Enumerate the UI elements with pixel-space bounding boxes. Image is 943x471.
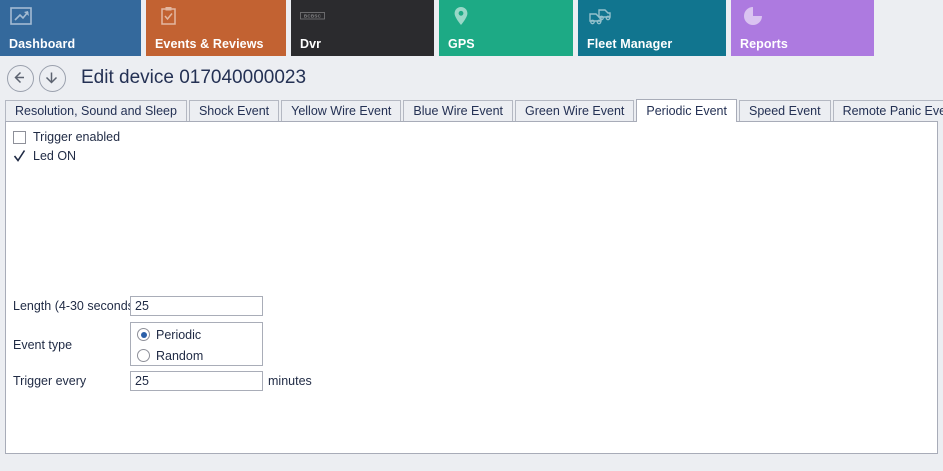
event-type-label: Event type [13,338,73,352]
nav-tile-gps[interactable]: GPS [439,0,573,56]
nav-tile-label: Dashboard [9,37,76,51]
tab-remote-panic-event[interactable]: Remote Panic Event [832,100,943,121]
dvr-logo-icon: BCBSC [300,5,326,27]
arrow-left-circle-icon[interactable] [7,64,34,92]
tab-shock-event[interactable]: Shock Event [188,100,280,121]
trigger-enabled-row[interactable]: Trigger enabled [13,130,120,144]
nav-tile-events-and-reviews[interactable]: Events & Reviews [146,0,286,56]
trigger-every-label: Trigger every [13,374,87,388]
tab-speed-event[interactable]: Speed Event [738,100,831,121]
tab-yellow-wire-event[interactable]: Yellow Wire Event [281,100,402,121]
nav-tile-label: Events & Reviews [155,37,264,51]
tab-strip: Resolution, Sound and Sleep Shock Event … [0,98,943,122]
led-on-row[interactable]: Led ON [13,149,76,163]
nav-tile-label: Dvr [300,37,322,51]
trigger-every-unit-label: minutes [268,374,312,388]
page-header: Edit device 017040000023 [0,58,943,98]
length-input[interactable] [130,296,263,316]
map-pin-icon [448,5,474,27]
led-on-checkbox[interactable] [13,149,26,163]
nav-tile-label: GPS [448,37,475,51]
nav-tile-dashboard[interactable]: Dashboard [0,0,141,56]
chart-trend-icon [9,5,35,27]
led-on-label: Led ON [33,149,77,163]
nav-tile-dvr[interactable]: BCBSC Dvr [291,0,434,56]
nav-tile-label: Reports [740,37,788,51]
trigger-enabled-checkbox[interactable] [13,130,26,144]
pie-chart-icon [740,5,766,27]
nav-tile-fleet-manager[interactable]: Fleet Manager [578,0,726,56]
event-type-radio-group: Periodic Random [130,322,263,366]
radio-random-icon[interactable] [137,349,150,362]
main-navigation-bar: Dashboard Events & Reviews BCBSC Dvr [0,0,943,58]
nav-tile-reports[interactable]: Reports [731,0,874,56]
event-type-option-random[interactable]: Random [131,346,262,365]
vehicles-icon [587,5,613,27]
trigger-enabled-label: Trigger enabled [33,130,121,144]
radio-random-label: Random [156,348,204,363]
arrow-down-circle-icon[interactable] [39,64,66,92]
tab-blue-wire-event[interactable]: Blue Wire Event [403,100,514,121]
tab-periodic-event[interactable]: Periodic Event [636,99,737,122]
clipboard-check-icon [155,5,181,27]
page-title: Edit device 017040000023 [81,67,307,88]
nav-tile-label: Fleet Manager [587,37,673,51]
radio-periodic-icon[interactable] [137,328,150,341]
event-type-option-periodic[interactable]: Periodic [131,325,262,344]
radio-periodic-label: Periodic [156,327,202,342]
svg-text:BCBSC: BCBSC [304,14,322,19]
tab-resolution-sound-and-sleep[interactable]: Resolution, Sound and Sleep [5,100,187,121]
tab-content-panel: Trigger enabled Led ON Length (4-30 seco… [5,121,938,454]
tab-green-wire-event[interactable]: Green Wire Event [515,100,635,121]
length-label: Length (4-30 seconds) [13,299,139,313]
trigger-every-input[interactable] [130,371,263,391]
